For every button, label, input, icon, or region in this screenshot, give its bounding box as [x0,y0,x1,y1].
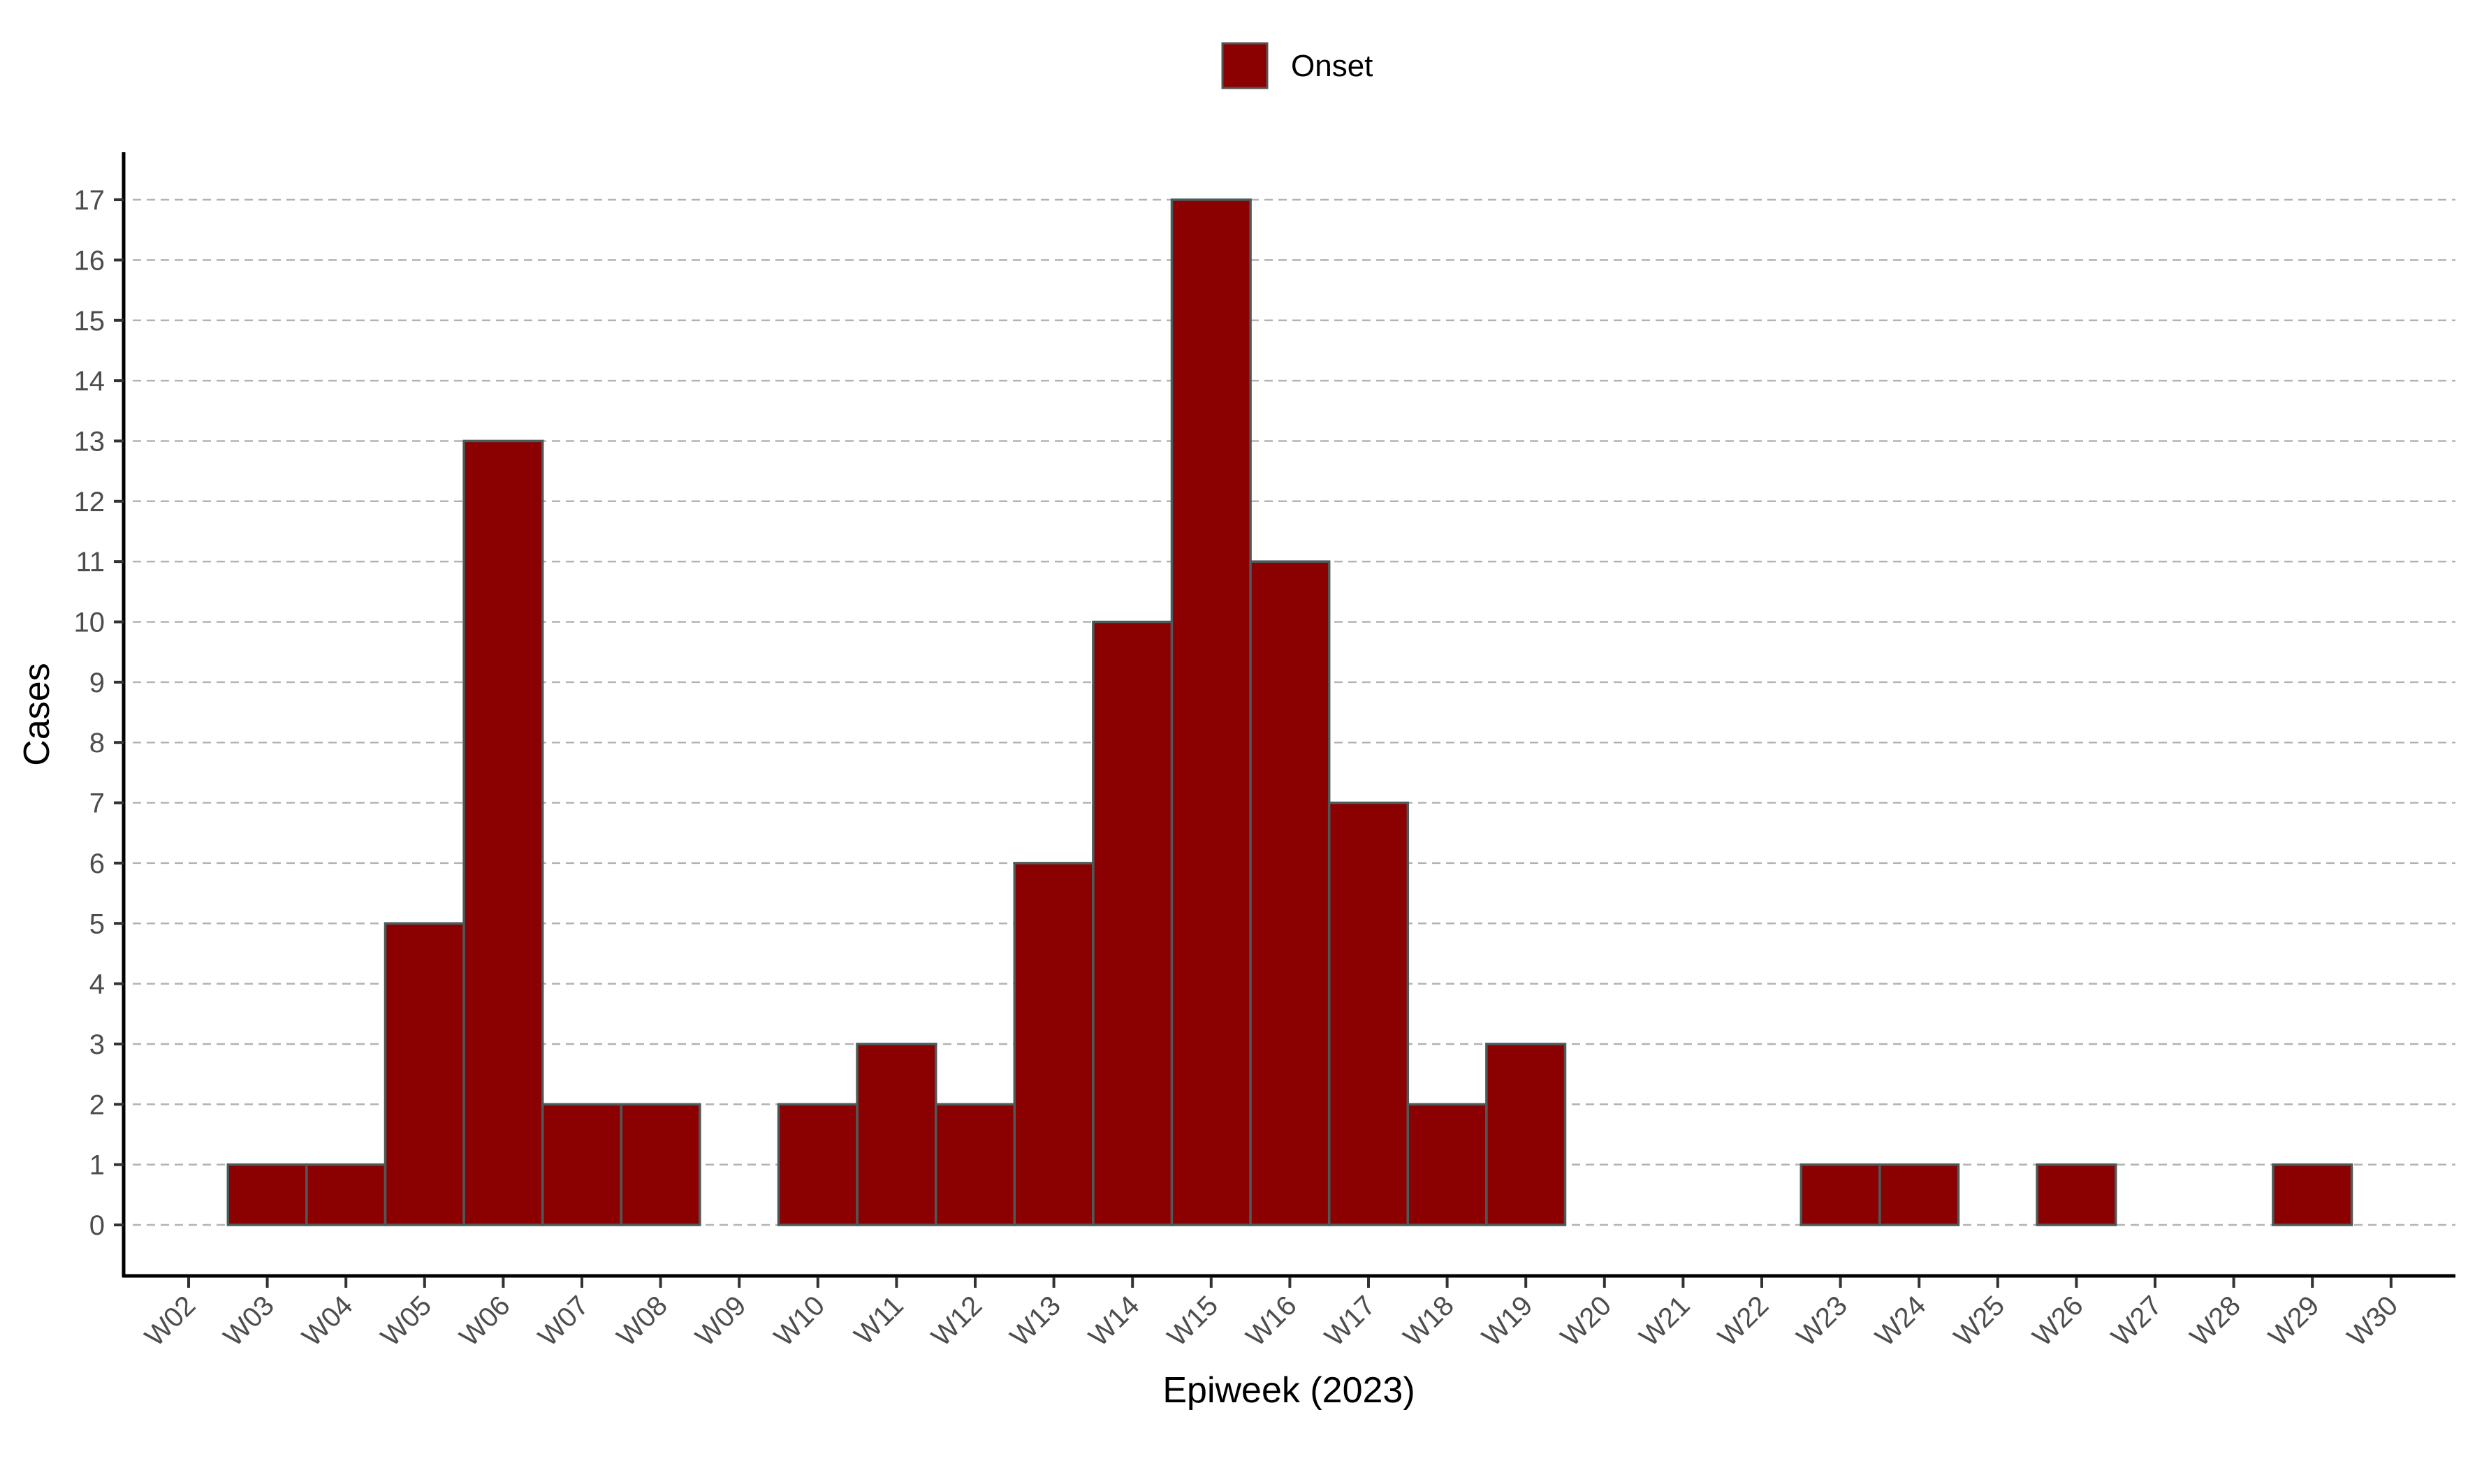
y-tick-label-4: 4 [89,969,105,1000]
x-tick-label-W19: W19 [1476,1290,1538,1352]
x-tick-label-W24: W24 [1869,1290,1932,1352]
bar-W04-W05 [384,922,465,1226]
x-tick-label-W17: W17 [1319,1290,1381,1352]
bar-W28-W29 [2272,1163,2353,1226]
bar-W10-W11 [856,1043,937,1226]
x-tick-label-W15: W15 [1162,1290,1224,1352]
x-tick-label-W02: W02 [139,1290,201,1352]
bar-W25-W26 [2036,1163,2117,1226]
x-tick-label-W23: W23 [1791,1290,1853,1352]
bar-W03-W04 [305,1163,387,1226]
y-tick-label-14: 14 [74,366,105,397]
y-tick-label-16: 16 [74,245,105,276]
x-tick-label-W20: W20 [1555,1290,1617,1352]
bar-W16-W17 [1327,801,1410,1226]
y-tick-label-2: 2 [89,1089,105,1120]
x-tick-label-W04: W04 [296,1290,358,1352]
x-tick-label-W16: W16 [1240,1290,1302,1352]
bar-W05-W06 [462,439,544,1226]
x-tick-label-W27: W27 [2105,1290,2168,1352]
x-tick-label-W12: W12 [926,1290,988,1352]
x-axis-title: Epiweek (2023) [1162,1370,1415,1411]
bar-W09-W10 [777,1103,859,1226]
x-tick-label-W11: W11 [849,1290,910,1351]
x-tick-label-W08: W08 [611,1290,673,1352]
bar-W12-W13 [1013,862,1095,1226]
x-tick-label-W06: W06 [453,1290,516,1352]
bar-W07-W08 [620,1103,701,1226]
legend: Onset [1221,42,1373,89]
x-tick-label-W21: W21 [1633,1290,1695,1352]
y-tick-label-8: 8 [89,728,105,758]
y-tick-label-1: 1 [89,1150,105,1181]
x-tick-label-W25: W25 [1948,1290,2010,1352]
y-tick-label-11: 11 [75,547,105,578]
y-tick-label-17: 17 [74,185,105,216]
y-tick-label-13: 13 [74,426,105,457]
y-tick-label-12: 12 [74,487,105,517]
y-tick-label-6: 6 [89,848,105,879]
x-tick-label-W09: W09 [689,1290,752,1352]
bar-W23-W24 [1878,1163,1960,1226]
x-tick-label-W29: W29 [2263,1290,2325,1352]
bar-W02-W03 [226,1163,308,1226]
y-tick-label-5: 5 [89,909,105,939]
y-tick-label-0: 0 [89,1210,105,1241]
bar-W18-W19 [1485,1043,1567,1226]
bar-W22-W23 [1799,1163,1881,1226]
bar-W15-W16 [1249,560,1331,1226]
bar-W11-W12 [934,1103,1016,1226]
y-axis-title: Cases [17,663,57,765]
bars [226,198,2353,1226]
x-tick-label-W18: W18 [1398,1290,1460,1352]
x-tick-label-W13: W13 [1005,1290,1067,1352]
legend-swatch-onset [1221,42,1269,89]
bar-W17-W18 [1406,1103,1488,1226]
x-tick-label-W30: W30 [2342,1290,2404,1352]
bar-W13-W14 [1092,620,1174,1226]
axes [122,152,2455,1278]
y-tick-label-7: 7 [89,788,105,819]
y-tick-label-9: 9 [89,668,105,698]
x-tick-label-W14: W14 [1083,1290,1145,1352]
y-tick-label-3: 3 [89,1029,105,1060]
y-tick-label-15: 15 [74,306,105,337]
x-tick-label-W05: W05 [375,1290,437,1352]
x-tick-label-W26: W26 [2027,1290,2089,1352]
x-ticks: W02 W03 W04 W05 W06 W07 W08 W09 W10 W11 W12 W13 W14 W… [139,1277,2404,1353]
legend-label-onset: Onset [1291,49,1373,83]
x-tick-label-W22: W22 [1712,1290,1774,1352]
y-tick-label-10: 10 [74,608,105,638]
bar-W06-W07 [541,1103,623,1226]
x-tick-label-W03: W03 [218,1290,280,1352]
x-tick-label-W28: W28 [2184,1290,2247,1352]
bar-W14-W15 [1170,198,1252,1226]
x-tick-label-W07: W07 [532,1290,594,1352]
x-tick-label-W10: W10 [768,1290,831,1352]
